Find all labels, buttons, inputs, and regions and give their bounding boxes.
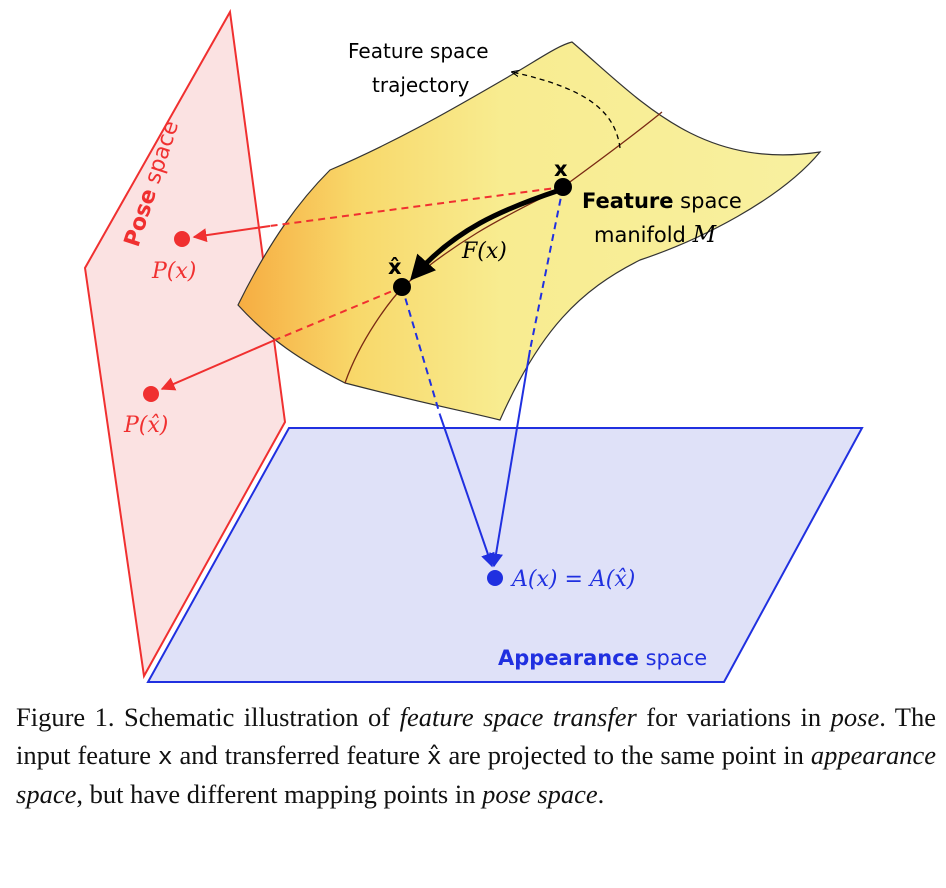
point-x-label: x	[554, 157, 568, 181]
pose-point-x-dot	[174, 231, 190, 247]
pose-proj-x-label: P(x)	[151, 259, 196, 284]
trajectory-callout-arrow	[512, 72, 621, 149]
pose-proj-xhat-label: P(x̂)	[123, 413, 168, 438]
appearance-projection-arrow-xhat	[439, 414, 495, 568]
feature-space-diagram: Pose space Appearance space Feature spac…	[83, 8, 864, 683]
caption-mid5: , but have different mapping points in	[76, 779, 483, 809]
caption-mid2: . The input feature	[16, 702, 936, 770]
caption-mid4: are projected to the same point in	[441, 740, 811, 770]
appearance-projection-arrow-x	[489, 349, 531, 568]
feature-trajectory-curve	[344, 111, 663, 384]
pose-point-xhat-dot	[143, 386, 159, 402]
caption-em-appearance-space: appearance space	[16, 740, 936, 809]
trajectory-label-line2: trajectory	[372, 73, 469, 97]
trajectory-label-line1: Feature space	[348, 39, 489, 63]
feature-manifold-surface	[237, 41, 822, 421]
feature-manifold-label-line2: manifold M	[594, 222, 718, 248]
point-x-dot	[554, 178, 572, 196]
appearance-proj-label: A(x) = A(x̂)	[510, 567, 635, 592]
appearance-projection-dash-xhat	[401, 286, 441, 416]
caption-em-pose: pose	[830, 702, 880, 732]
transfer-function-label: F(x)	[461, 239, 507, 264]
appearance-space-plane	[146, 427, 864, 683]
pose-projection-arrow-x	[192, 225, 271, 243]
appearance-point-dot	[487, 570, 503, 586]
caption-em-pose-space: pose space	[482, 779, 598, 809]
transfer-arrow	[410, 187, 561, 281]
point-xhat-label: x̂	[388, 255, 402, 279]
point-xhat-dot	[393, 278, 411, 296]
caption-mid3: and transferred feature	[172, 740, 428, 770]
caption-mid1: for variations in	[636, 702, 831, 732]
figure-caption: Figure 1. Schematic illustration of feat…	[16, 698, 936, 813]
appearance-space-label: Appearance space	[498, 646, 707, 670]
pose-projection-dash-xhat	[274, 286, 403, 341]
caption-code-x: x	[158, 742, 173, 770]
caption-suffix: .	[597, 779, 605, 809]
pose-projection-dash-x	[269, 186, 564, 227]
appearance-projection-dash-x	[529, 186, 564, 351]
caption-prefix: Figure 1. Schematic illustration of	[16, 702, 400, 732]
caption-code-xhat: x̂	[427, 742, 442, 770]
caption-em-feature-space-transfer: feature space transfer	[399, 702, 637, 732]
feature-manifold-label: Feature space	[582, 189, 742, 213]
pose-projection-arrow-xhat	[160, 339, 276, 391]
